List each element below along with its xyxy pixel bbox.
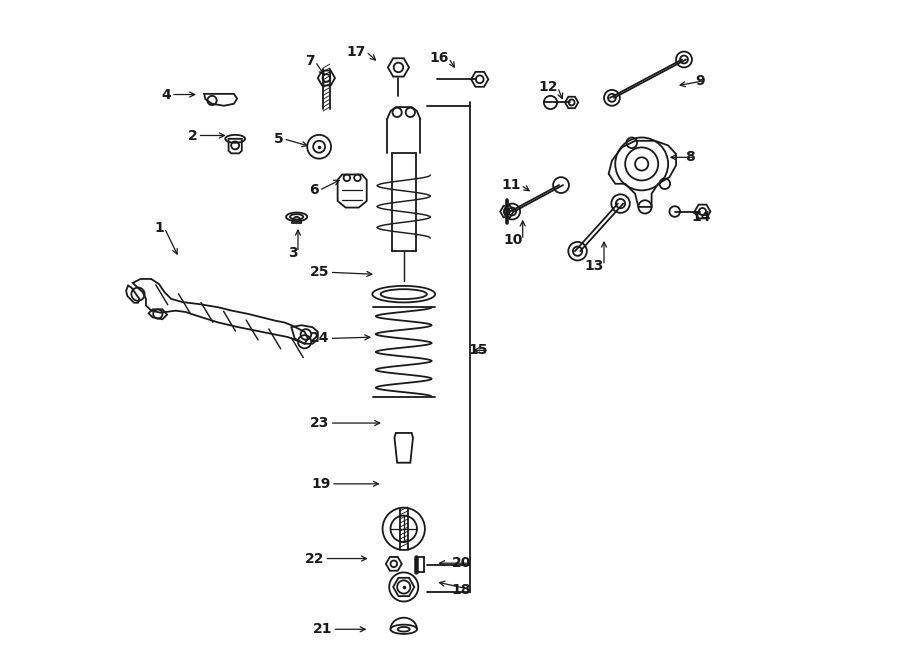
Text: 24: 24 (310, 331, 329, 346)
Text: 19: 19 (311, 477, 331, 491)
Text: 8: 8 (685, 150, 695, 165)
Text: 22: 22 (305, 551, 324, 566)
Text: 20: 20 (452, 556, 472, 570)
Text: 13: 13 (585, 258, 604, 273)
Text: 16: 16 (429, 51, 449, 65)
Text: 18: 18 (452, 582, 472, 597)
Text: 4: 4 (161, 87, 171, 102)
Text: 2: 2 (188, 128, 197, 143)
Text: 6: 6 (310, 183, 320, 198)
Text: 12: 12 (538, 80, 558, 95)
Text: 3: 3 (288, 245, 298, 260)
Text: 7: 7 (305, 54, 315, 69)
Text: 10: 10 (503, 233, 523, 247)
Text: 5: 5 (274, 132, 284, 146)
Text: 9: 9 (695, 73, 705, 88)
Text: 25: 25 (310, 265, 329, 280)
Text: 21: 21 (313, 622, 332, 637)
Text: 15: 15 (469, 343, 489, 358)
Text: 11: 11 (501, 178, 521, 192)
Text: 1: 1 (155, 221, 165, 235)
Text: 17: 17 (346, 44, 366, 59)
Text: 23: 23 (310, 416, 329, 430)
Text: 14: 14 (691, 210, 711, 224)
